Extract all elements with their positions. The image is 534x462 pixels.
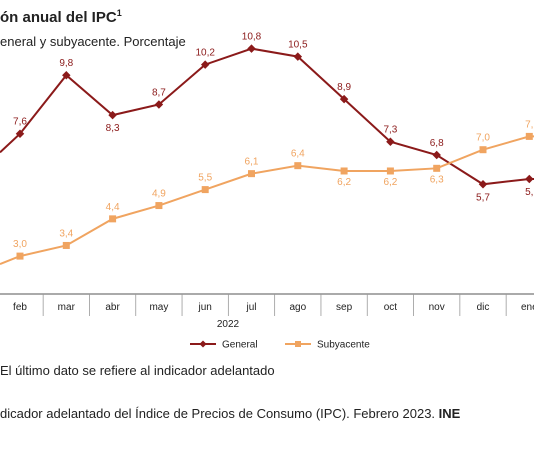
data-point-general bbox=[293, 52, 303, 61]
legend-marker-subyacente bbox=[295, 341, 301, 347]
data-label-general: 8,9 bbox=[337, 82, 351, 93]
data-label-general: 10,2 bbox=[195, 48, 215, 59]
line-chart: febmarabrmayjunjulagosepoctnovdicene 7,6… bbox=[0, 32, 534, 351]
x-tick-label: abr bbox=[105, 302, 120, 313]
x-tick-label: oct bbox=[384, 302, 398, 313]
x-tick-label: ene bbox=[521, 302, 534, 313]
data-point-general bbox=[432, 150, 441, 160]
data-label-general: 5, bbox=[525, 187, 533, 198]
data-label-subyacente: 4,4 bbox=[106, 202, 120, 213]
data-point-general bbox=[200, 60, 210, 69]
legend-label-subyacente: Subyacente bbox=[317, 340, 370, 351]
x-tick-label: feb bbox=[13, 302, 27, 313]
data-point-general bbox=[62, 70, 71, 80]
data-label-general: 8,7 bbox=[152, 87, 166, 98]
footnote: El último dato se refiere al indicador a… bbox=[0, 363, 275, 378]
data-label-subyacente: 6,2 bbox=[337, 177, 351, 188]
data-point-subyacente bbox=[155, 202, 163, 210]
data-point-general bbox=[478, 180, 488, 189]
legend-label-general: General bbox=[222, 340, 258, 351]
data-point-subyacente bbox=[340, 167, 348, 175]
data-point-subyacente bbox=[294, 162, 302, 170]
data-labels: 7,6 9,8 8,3 8,7 10,2 10,8 10,5 8,9 7,3 6,8 5,7 5, 3,… bbox=[13, 32, 533, 250]
legend-marker-general bbox=[199, 340, 207, 348]
x-tick-label: dic bbox=[477, 302, 490, 313]
series-layer bbox=[0, 44, 534, 266]
data-label-general: 7,6 bbox=[13, 117, 27, 128]
data-point-subyacente bbox=[386, 167, 394, 175]
data-point-general bbox=[339, 94, 349, 104]
x-axis: feb mar abr may jun jul ago sep oct nov dic ene bbox=[0, 293, 534, 316]
data-label-subyacente: 7, bbox=[525, 119, 533, 130]
data-label-subyacente: 6,3 bbox=[430, 174, 444, 185]
series-line-general bbox=[0, 47, 534, 186]
x-tick-label: mar bbox=[58, 302, 76, 313]
data-label-subyacente: 6,4 bbox=[291, 149, 305, 160]
data-label-general: 8,3 bbox=[106, 123, 120, 134]
data-point-subyacente bbox=[201, 186, 209, 194]
data-label-subyacente: 3,4 bbox=[59, 228, 73, 239]
data-label-subyacente: 5,5 bbox=[198, 173, 212, 184]
chart-subtitle: eneral y subyacente. Porcentaje bbox=[0, 34, 186, 49]
series-line-subyacente bbox=[0, 135, 534, 266]
data-label-general: 7,3 bbox=[383, 125, 397, 136]
data-label-general: 10,8 bbox=[242, 32, 262, 43]
x-tick-label: jul bbox=[245, 302, 256, 313]
x-tick-label: may bbox=[149, 302, 168, 313]
data-point-subyacente bbox=[62, 241, 70, 249]
x-tick-label: nov bbox=[429, 302, 445, 313]
x-tick-label: ago bbox=[289, 302, 306, 313]
data-point-subyacente bbox=[248, 170, 255, 178]
x-tick-label: sep bbox=[336, 302, 353, 313]
data-point-subyacente bbox=[479, 146, 487, 154]
data-point-subyacente bbox=[525, 132, 533, 140]
data-label-subyacente: 3,0 bbox=[13, 239, 27, 250]
data-point-general bbox=[247, 44, 256, 53]
chart-title: ón anual del IPC1 bbox=[0, 8, 122, 26]
legend: General Subyacente bbox=[190, 340, 370, 351]
data-label-general: 9,8 bbox=[59, 58, 73, 69]
data-point-general bbox=[386, 137, 395, 146]
data-label-general: 10,5 bbox=[288, 40, 308, 51]
data-label-general: 6,8 bbox=[430, 138, 444, 149]
data-label-subyacente: 7,0 bbox=[476, 133, 490, 144]
data-label-general: 5,7 bbox=[476, 192, 490, 203]
source-brand: INE bbox=[438, 406, 461, 421]
data-point-general bbox=[154, 100, 164, 109]
data-label-subyacente: 4,9 bbox=[152, 189, 166, 200]
data-point-general bbox=[525, 174, 534, 184]
data-point-subyacente bbox=[16, 252, 24, 260]
data-label-subyacente: 6,2 bbox=[383, 177, 397, 188]
x-tick-label: jun bbox=[198, 302, 212, 313]
source-note: dicador adelantado del Índice de Precios… bbox=[0, 406, 461, 421]
data-point-subyacente bbox=[433, 164, 441, 172]
data-point-general bbox=[108, 110, 117, 120]
year-label: 2022 bbox=[217, 319, 240, 330]
data-label-subyacente: 6,1 bbox=[245, 157, 259, 168]
data-point-subyacente bbox=[109, 215, 117, 223]
